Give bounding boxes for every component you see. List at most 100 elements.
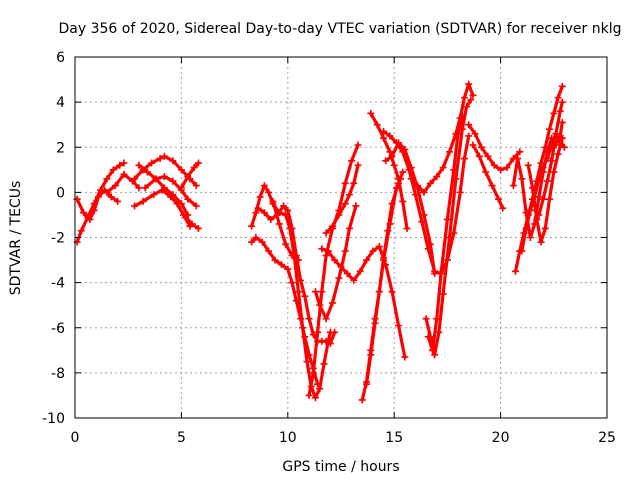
data-point-marker: [552, 130, 560, 138]
series-arc-32: [535, 98, 566, 219]
data-point-marker: [554, 94, 562, 102]
data-point-marker: [305, 351, 313, 359]
data-point-marker: [539, 164, 547, 172]
data-point-marker: [103, 175, 111, 183]
data-point-marker: [384, 227, 392, 235]
data-point-marker: [399, 168, 407, 176]
data-point-marker: [107, 193, 115, 201]
series-arc-8: [177, 159, 202, 192]
data-point-marker: [488, 182, 496, 190]
chart-title: Day 356 of 2020, Sidereal Day-to-day VTE…: [59, 21, 622, 37]
data-point-marker: [471, 130, 479, 138]
data-point-marker: [309, 331, 317, 339]
data-point-marker: [284, 206, 292, 214]
data-point-marker: [469, 91, 477, 99]
data-point-marker: [386, 148, 394, 156]
data-point-marker: [431, 270, 439, 278]
data-point-marker: [160, 152, 168, 160]
data-point-marker: [541, 224, 549, 232]
data-point-marker: [388, 200, 396, 208]
data-point-marker: [475, 152, 483, 160]
data-point-marker: [548, 157, 556, 165]
y-tick-label: -10: [42, 411, 65, 427]
series-layer: [73, 80, 568, 404]
data-point-marker: [522, 224, 530, 232]
series-arc-16: [322, 161, 362, 237]
data-point-marker: [518, 247, 526, 255]
data-point-marker: [131, 202, 139, 210]
series-arc-12: [254, 202, 339, 348]
x-tick-label: 20: [492, 430, 510, 446]
data-point-marker: [369, 247, 377, 255]
data-point-marker: [414, 182, 422, 190]
data-point-marker: [375, 288, 383, 296]
data-point-marker: [426, 240, 434, 248]
data-point-marker: [490, 161, 498, 169]
data-point-marker: [380, 254, 388, 262]
data-point-marker: [260, 209, 268, 217]
data-point-marker: [111, 182, 119, 190]
data-point-marker: [169, 157, 177, 165]
data-point-marker: [109, 166, 117, 174]
x-tick-label: 15: [385, 430, 403, 446]
data-point-marker: [516, 148, 524, 156]
data-point-marker: [335, 211, 343, 219]
data-point-marker: [316, 385, 324, 393]
x-tick-label: 10: [279, 430, 297, 446]
data-point-marker: [482, 168, 490, 176]
data-point-marker: [139, 197, 147, 205]
data-point-marker: [167, 193, 175, 201]
data-point-marker: [386, 132, 394, 140]
data-point-marker: [518, 175, 526, 183]
series-arc-25: [424, 112, 466, 354]
y-tick-label: 2: [56, 140, 65, 156]
data-point-marker: [182, 213, 190, 221]
data-point-marker: [341, 179, 349, 187]
series-line: [369, 111, 409, 231]
data-point-marker: [399, 197, 407, 205]
data-point-marker: [443, 215, 451, 223]
data-point-marker: [177, 184, 185, 192]
data-point-marker: [326, 340, 334, 348]
data-point-marker: [301, 292, 309, 300]
axis-ticks: 0 5 10 15 20 25 -10 -8 -6 -4 -2 0 2 4 6: [42, 50, 616, 446]
data-point-marker: [407, 164, 415, 172]
data-point-marker: [537, 159, 545, 167]
data-point-marker: [499, 204, 507, 212]
data-point-marker: [322, 252, 330, 260]
data-point-marker: [380, 127, 388, 135]
series-line: [320, 244, 407, 359]
data-point-marker: [328, 299, 336, 307]
series-arc-18: [358, 175, 405, 404]
data-point-marker: [463, 103, 471, 111]
series-arc-4: [131, 152, 200, 190]
data-point-marker: [403, 224, 411, 232]
data-point-marker: [173, 200, 181, 208]
data-point-marker: [322, 229, 330, 237]
data-point-marker: [248, 238, 256, 246]
data-point-marker: [424, 333, 432, 341]
data-point-marker: [267, 215, 275, 223]
x-tick-label: 0: [71, 430, 80, 446]
data-point-marker: [177, 166, 185, 174]
data-point-marker: [431, 351, 439, 359]
data-point-marker: [526, 206, 534, 214]
data-point-marker: [382, 157, 390, 165]
data-point-marker: [150, 191, 158, 199]
data-point-marker: [346, 224, 354, 232]
data-point-marker: [284, 265, 292, 273]
data-point-marker: [439, 164, 447, 172]
data-point-marker: [420, 211, 428, 219]
data-point-marker: [354, 141, 362, 149]
data-point-marker: [90, 206, 98, 214]
data-point-marker: [529, 184, 537, 192]
data-point-marker: [535, 211, 543, 219]
data-point-marker: [114, 197, 122, 205]
data-point-marker: [288, 252, 296, 260]
data-point-marker: [526, 234, 534, 241]
data-point-marker: [309, 369, 317, 377]
data-point-marker: [524, 161, 532, 169]
x-tick-label: 25: [598, 430, 616, 446]
data-point-marker: [401, 353, 409, 361]
